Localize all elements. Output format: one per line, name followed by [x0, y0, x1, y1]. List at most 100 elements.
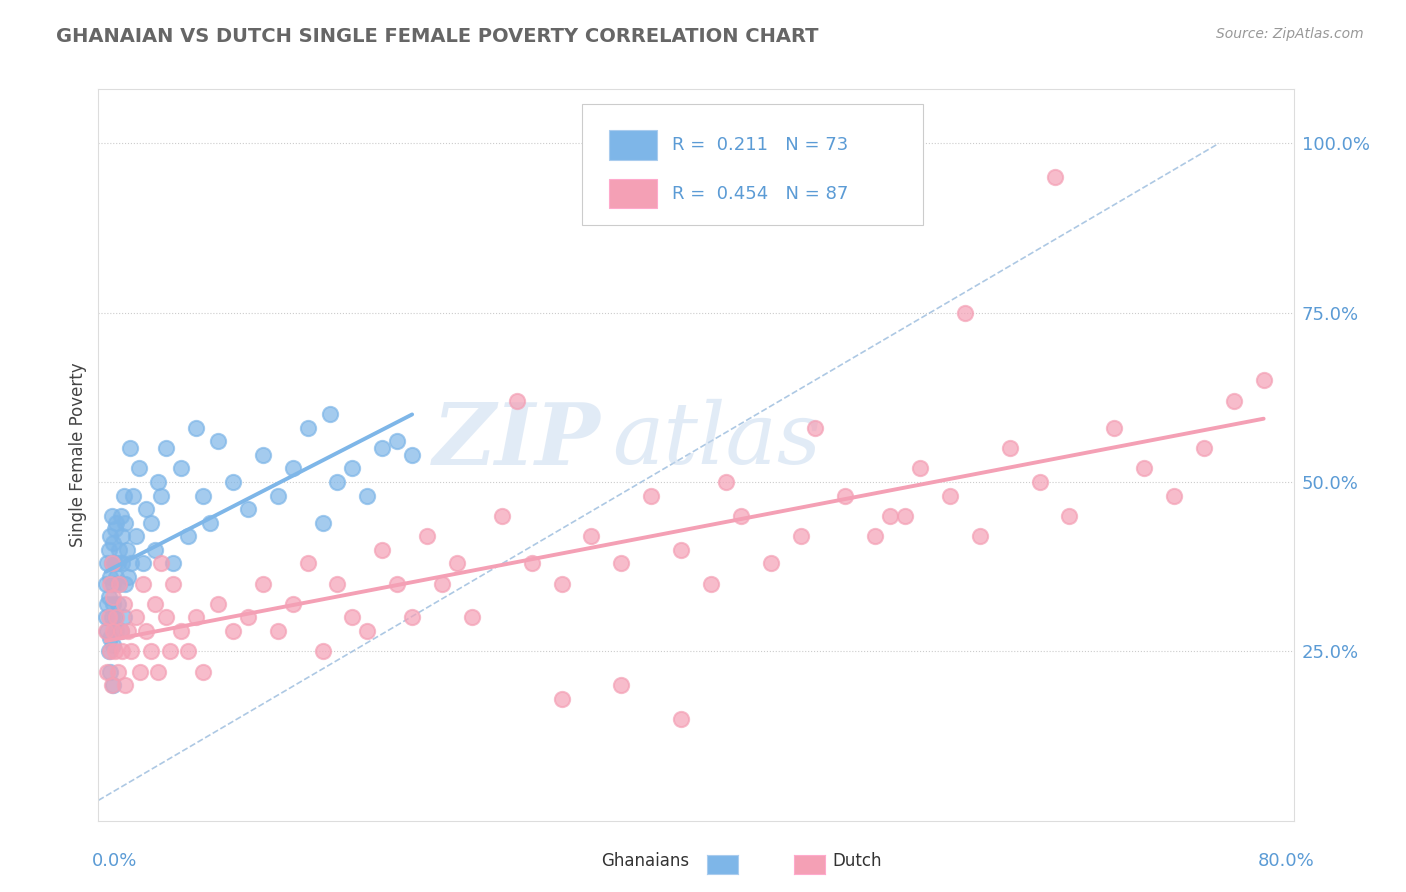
Point [98, 529, 122, 543]
Text: ZIP: ZIP [433, 399, 600, 482]
Text: Ghanaians: Ghanaians [600, 852, 689, 870]
Point [107, 556, 129, 570]
Point [222, 475, 245, 489]
Point [104, 610, 127, 624]
Point [1059, 508, 1081, 523]
Point [191, 489, 214, 503]
Point [159, 644, 181, 658]
Point [104, 523, 127, 537]
Point [96, 624, 118, 638]
Point [610, 678, 633, 692]
Point [865, 529, 887, 543]
Point [169, 624, 191, 638]
Point [401, 448, 423, 462]
Point [200, 516, 222, 530]
Text: GHANAIAN VS DUTCH SINGLE FEMALE POVERTY CORRELATION CHART: GHANAIAN VS DUTCH SINGLE FEMALE POVERTY … [56, 27, 818, 45]
Point [281, 461, 304, 475]
Point [98, 665, 122, 679]
Point [117, 624, 139, 638]
Point [267, 624, 290, 638]
Point [96, 665, 118, 679]
Point [184, 610, 207, 624]
Point [311, 516, 333, 530]
Point [236, 502, 259, 516]
Point [236, 610, 259, 624]
Point [118, 441, 141, 455]
Point [252, 576, 274, 591]
Point [120, 556, 142, 570]
Point [162, 576, 184, 591]
Point [148, 475, 170, 489]
Point [104, 644, 127, 658]
Point [416, 529, 439, 543]
Point [789, 529, 811, 543]
Point [114, 576, 136, 591]
Point [222, 624, 245, 638]
Point [94, 610, 117, 624]
Point [191, 665, 214, 679]
Point [669, 712, 692, 726]
Point [96, 597, 118, 611]
Text: R =  0.454   N = 87: R = 0.454 N = 87 [672, 185, 848, 202]
Point [104, 556, 127, 570]
Point [117, 570, 139, 584]
Point [700, 576, 723, 591]
Point [371, 542, 394, 557]
Point [953, 306, 976, 320]
Point [132, 556, 155, 570]
Point [581, 529, 603, 543]
Point [97, 590, 120, 604]
Point [103, 597, 125, 611]
Point [143, 542, 166, 557]
Point [108, 576, 131, 591]
Point [640, 489, 662, 503]
Point [111, 556, 134, 570]
Point [103, 638, 125, 652]
Point [103, 678, 125, 692]
Point [1133, 461, 1156, 475]
Point [1223, 393, 1246, 408]
Point [135, 624, 157, 638]
Point [1192, 441, 1215, 455]
Point [111, 644, 134, 658]
Point [143, 597, 166, 611]
Point [110, 508, 132, 523]
Point [101, 678, 124, 692]
Point [430, 576, 453, 591]
Point [714, 475, 737, 489]
Point [103, 624, 125, 638]
Point [894, 508, 917, 523]
Point [108, 576, 131, 591]
FancyBboxPatch shape [609, 130, 657, 160]
Point [1104, 421, 1126, 435]
Point [1253, 373, 1275, 387]
Point [115, 542, 138, 557]
Point [101, 556, 124, 570]
Point [103, 590, 125, 604]
Point [112, 597, 135, 611]
Point [105, 570, 128, 584]
Text: R =  0.211   N = 73: R = 0.211 N = 73 [672, 136, 848, 154]
Point [207, 434, 229, 449]
Point [105, 516, 128, 530]
Point [139, 644, 162, 658]
Point [326, 475, 349, 489]
Point [162, 556, 184, 570]
Point [110, 624, 132, 638]
Point [834, 489, 856, 503]
Point [98, 631, 122, 645]
Point [177, 529, 200, 543]
Point [356, 489, 378, 503]
Text: Source: ZipAtlas.com: Source: ZipAtlas.com [1216, 27, 1364, 41]
Point [297, 556, 319, 570]
Point [356, 624, 378, 638]
Point [371, 441, 394, 455]
Point [148, 665, 170, 679]
Point [125, 529, 148, 543]
Point [879, 508, 901, 523]
Point [125, 610, 148, 624]
Point [939, 489, 962, 503]
Point [128, 461, 150, 475]
Point [132, 576, 155, 591]
Point [97, 610, 120, 624]
